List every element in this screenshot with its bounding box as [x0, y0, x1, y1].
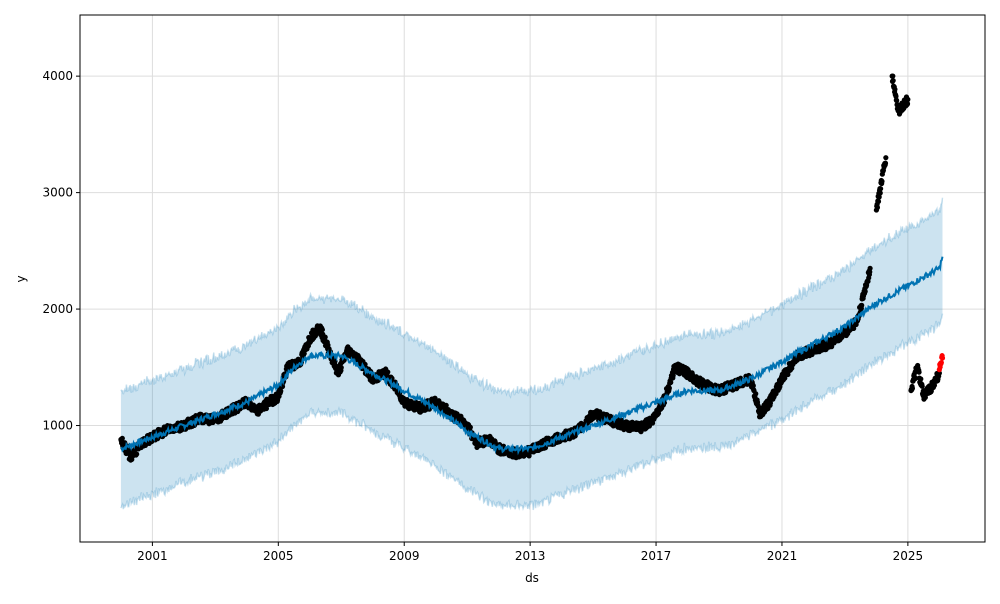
uncertainty-fill: [120, 197, 943, 510]
actual-point: [883, 155, 889, 161]
actual-point: [319, 327, 325, 333]
actual-point: [904, 101, 911, 107]
y-tick-label: 4000: [42, 69, 73, 83]
actual-point: [750, 383, 756, 389]
actual-point: [876, 194, 882, 200]
y-tick-label: 1000: [42, 419, 73, 433]
x-tick-label: 2025: [893, 549, 924, 563]
grid: [80, 15, 985, 542]
actual-point: [918, 376, 924, 382]
recent-point: [939, 355, 946, 361]
x-tick-label: 2013: [515, 549, 546, 563]
upper-bound-line: [120, 197, 944, 399]
x-tick-label: 2001: [137, 549, 168, 563]
actual-point: [668, 379, 674, 386]
actual-point: [263, 405, 270, 412]
actual-point: [893, 93, 899, 99]
x-tick-label: 2017: [641, 549, 672, 563]
uncertainty-band: [120, 197, 944, 512]
actual-point: [890, 77, 896, 84]
actual-point: [877, 190, 883, 196]
actual-point: [443, 402, 449, 408]
y-axis-ticks: 1000 2000 3000 4000: [42, 69, 80, 433]
actual-point: [638, 429, 644, 435]
actual-point: [526, 453, 532, 459]
actual-point: [859, 302, 865, 308]
y-tick-label: 2000: [42, 302, 73, 316]
forecast-line: [120, 256, 944, 456]
x-tick-label: 2005: [263, 549, 294, 563]
actual-point: [851, 325, 857, 332]
actual-point: [882, 160, 889, 166]
actual-point: [467, 424, 473, 430]
actual-point: [874, 204, 881, 211]
x-tick-label: 2021: [767, 549, 798, 563]
actual-point: [278, 388, 284, 394]
actual-point: [322, 334, 328, 340]
actual-point: [301, 350, 307, 357]
actual-point: [829, 344, 835, 350]
actual-point: [875, 198, 882, 205]
actual-point: [862, 288, 868, 295]
actual-point: [892, 86, 898, 92]
actual-point: [894, 97, 900, 104]
recent-point: [938, 359, 944, 366]
plot-frame: [79, 14, 986, 543]
actual-point: [877, 186, 884, 192]
x-axis-ticks: 2001 2005 2009 2013 2017 2021 2025: [137, 542, 923, 563]
actual-point: [134, 451, 140, 457]
lower-bound-line: [120, 313, 944, 512]
actual-point: [385, 369, 391, 375]
actual-point: [666, 385, 672, 391]
actual-point: [905, 96, 911, 103]
y-tick-label: 3000: [42, 186, 73, 200]
actual-point: [916, 369, 922, 375]
actual-point: [909, 385, 916, 391]
actual-point: [119, 435, 125, 441]
actual-point: [753, 391, 759, 397]
actual-point: [338, 364, 344, 371]
actual-point: [919, 383, 925, 389]
x-axis-label: ds: [525, 571, 539, 585]
x-tick-label: 2009: [389, 549, 420, 563]
yhat-line: [120, 256, 944, 456]
actual-point: [912, 375, 919, 381]
actual-point: [867, 265, 873, 271]
y-axis-label: y: [14, 275, 28, 282]
actual-point: [890, 73, 896, 79]
actual-point: [879, 178, 885, 184]
